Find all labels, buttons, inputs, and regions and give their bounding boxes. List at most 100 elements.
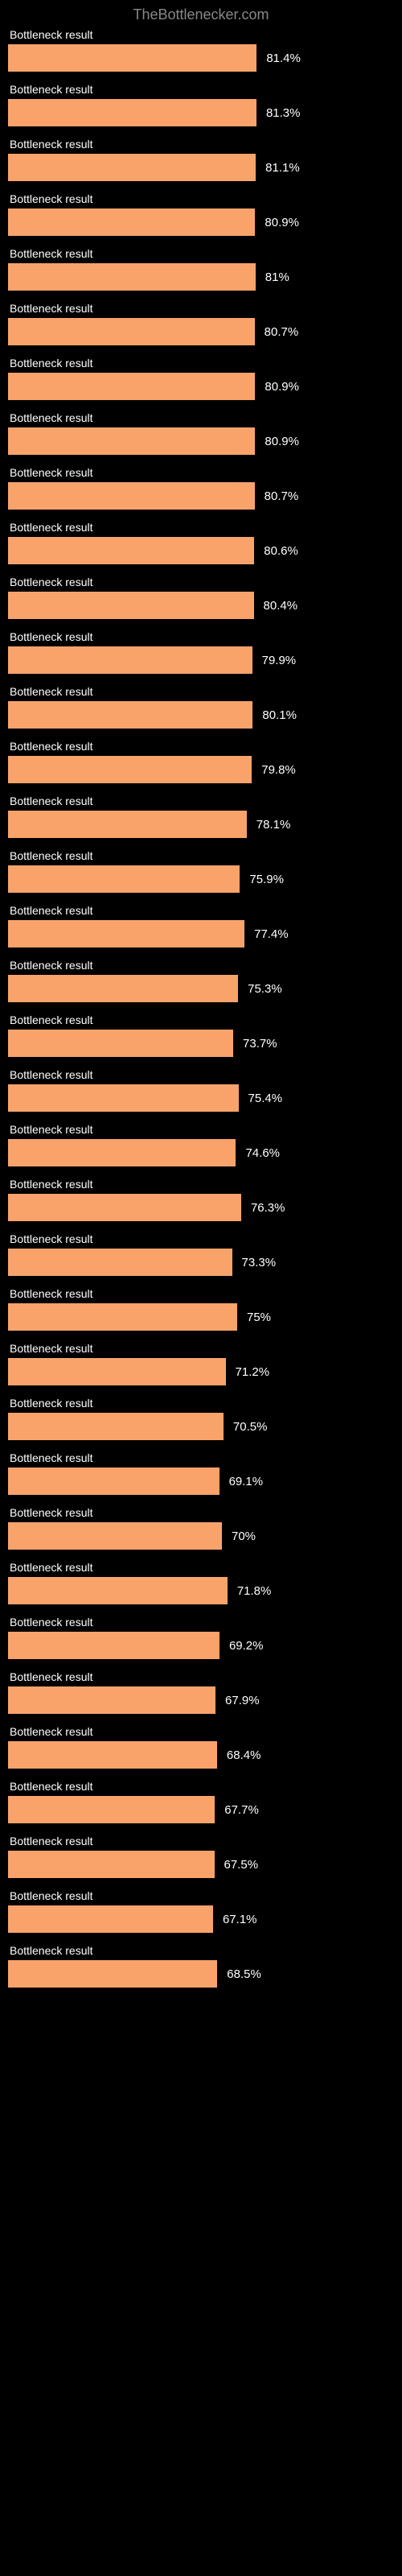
bar-value: 78.1% [256,818,291,832]
bar-group: Bottleneck result69.1% [8,1451,394,1495]
bar-fill [8,482,255,510]
site-name: TheBottlenecker.com [133,6,269,23]
bar-value: 75% [247,1311,271,1324]
bar-group: Bottleneck result80.7% [8,466,394,510]
bar-value: 75.3% [248,982,282,996]
bar-row: 75% [8,1303,394,1331]
bar-label: Bottleneck result [8,1725,394,1738]
bar-group: Bottleneck result 75.4% [8,1068,394,1112]
bar-fill [8,1413,224,1440]
bar-row: 67.5% [8,1851,394,1878]
bar-label: Bottleneck result [8,357,394,369]
bar-label: Bottleneck result [8,1889,394,1902]
bar-label: Bottleneck result [8,630,394,643]
bar-row: 69.2% [8,1632,394,1659]
bar-row: 80.9% [8,373,394,400]
bar-group: Bottleneck result 74.6% [8,1123,394,1166]
bar-label: Bottleneck result [8,192,394,205]
bar-row: 80.7% [8,318,394,345]
bar-row: 79.9% [8,646,394,674]
bar-label: Bottleneck result [8,849,394,862]
bar-row: 80.1% [8,701,394,729]
bar-label: Bottleneck result [8,1068,394,1081]
bar-value: 80.7% [265,325,299,339]
bar-row: 80.9% [8,427,394,455]
bar-fill [8,208,255,236]
bar-value: 80.7% [265,489,299,503]
bar-label: Bottleneck result [8,904,394,917]
bar-value: 75.9% [249,873,284,886]
bar-group: Bottleneck result67.5% [8,1835,394,1878]
bar-group: Bottleneck result79.8% [8,740,394,783]
bar-value: 67.5% [224,1858,259,1872]
bar-label: Bottleneck result [8,83,394,96]
bar-fill [8,318,255,345]
bar-label: Bottleneck result [8,1013,394,1026]
bar-value: 67.9% [225,1694,260,1707]
bar-group: Bottleneck result 81.4% [8,28,394,72]
bar-fill [8,811,247,838]
bar-value: 79.8% [261,763,296,777]
bar-group: Bottleneck result80.9% [8,411,394,455]
bar-value: 74.6% [245,1146,280,1160]
bar-fill [8,1468,219,1495]
bar-value: 67.1% [223,1913,257,1926]
bar-group: Bottleneck result80.7% [8,302,394,345]
bar-fill [8,1741,217,1769]
bar-fill [8,646,252,674]
bar-label: Bottleneck result [8,1944,394,1957]
bar-value: 81.3% [266,106,301,120]
bar-row: 81.4% [8,44,394,72]
bar-label: Bottleneck result [8,1397,394,1410]
bar-value: 80.1% [262,708,297,722]
bar-row: 77.4% [8,920,394,947]
bar-fill [8,865,240,893]
bar-row: 81.3% [8,99,394,126]
bar-group: Bottleneck result 70.5% [8,1397,394,1440]
bar-group: Bottleneck result81.1% [8,138,394,181]
bar-group: Bottleneck result80.6% [8,521,394,564]
bar-group: Bottleneck result68.5% [8,1944,394,1988]
bar-row: 67.9% [8,1686,394,1714]
bar-group: Bottleneck result80.1% [8,685,394,729]
bar-row: 70% [8,1522,394,1550]
bar-row: 80.4% [8,592,394,619]
bar-fill [8,537,254,564]
bar-value: 67.7% [224,1803,259,1817]
bar-fill [8,592,254,619]
bar-group: Bottleneck result71.2% [8,1342,394,1385]
bar-label: Bottleneck result [8,959,394,972]
bar-label: Bottleneck result [8,1232,394,1245]
bar-label: Bottleneck result [8,1123,394,1136]
bar-label: Bottleneck result [8,1506,394,1519]
bar-fill [8,427,255,455]
bar-label: Bottleneck result [8,1561,394,1574]
bar-group: Bottleneck result80.4% [8,576,394,619]
bar-fill [8,1084,239,1112]
bar-group: Bottleneck result 76.3% [8,1178,394,1221]
bar-row: 70.5% [8,1413,394,1440]
bar-fill [8,1851,215,1878]
bar-fill [8,1358,226,1385]
bar-group: Bottleneck result73.3% [8,1232,394,1276]
bar-fill [8,701,252,729]
bar-fill [8,1960,217,1988]
bar-group: Bottleneck result 79.9% [8,630,394,674]
bar-row: 75.4% [8,1084,394,1112]
bar-label: Bottleneck result [8,28,394,41]
bar-group: Bottleneck result 77.4% [8,904,394,947]
bar-row: 71.8% [8,1577,394,1604]
bar-group: Bottleneck result 70% [8,1506,394,1550]
bar-fill [8,1522,222,1550]
bar-label: Bottleneck result [8,1780,394,1793]
bar-fill [8,1249,232,1276]
bar-fill [8,1905,213,1933]
bar-row: 80.7% [8,482,394,510]
bar-value: 76.3% [251,1201,285,1215]
bar-group: Bottleneck result68.4% [8,1725,394,1769]
bar-value: 79.9% [262,654,297,667]
bar-group: Bottleneck result69.2% [8,1616,394,1659]
bar-value: 80.4% [264,599,298,613]
bar-label: Bottleneck result [8,1178,394,1191]
bar-row: 81.1% [8,154,394,181]
